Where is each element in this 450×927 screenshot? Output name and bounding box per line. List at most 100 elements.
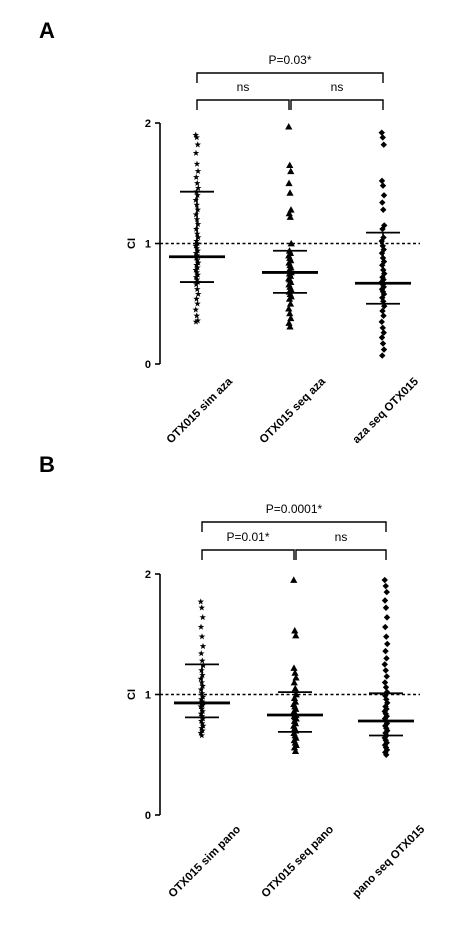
data-point — [199, 693, 207, 700]
panel-b: B 0 1 2 CI OTX015 sim pano OTX015 seq pano pano… — [39, 452, 428, 900]
data-point — [199, 720, 206, 727]
bracket-label: ns — [331, 80, 344, 94]
significance-bracket: P=0.01* — [201, 530, 295, 560]
data-point — [378, 129, 385, 136]
panel-letter: A — [39, 18, 55, 43]
data-point — [379, 340, 387, 347]
data-point — [192, 211, 200, 218]
significance-bracket: ns — [295, 530, 387, 560]
data-point — [195, 290, 202, 297]
data-point — [192, 318, 200, 325]
data-point — [287, 167, 295, 175]
data-point — [383, 655, 390, 662]
data-point — [192, 306, 199, 313]
data-point — [381, 597, 389, 604]
data-point — [380, 192, 388, 199]
data-point — [292, 674, 300, 681]
bracket-line — [196, 99, 290, 110]
data-point — [194, 300, 201, 307]
data-point — [291, 747, 300, 755]
data-point — [384, 640, 391, 648]
data-point — [378, 334, 386, 341]
data-point — [197, 686, 205, 693]
bracket-line — [201, 549, 295, 560]
y-tick-label: 2 — [145, 569, 151, 581]
data-point — [192, 266, 199, 273]
data-point — [380, 206, 387, 213]
data-point — [192, 196, 199, 203]
significance-bracket: ns — [196, 80, 290, 110]
data-point — [287, 314, 295, 322]
data-point — [380, 141, 387, 148]
data-point — [192, 242, 199, 249]
data-point — [197, 703, 204, 710]
significance-bracket: P=0.0001* — [201, 502, 387, 532]
data-point — [285, 123, 293, 130]
data-point — [292, 631, 300, 639]
data-point — [285, 319, 293, 326]
data-point — [199, 642, 207, 650]
category-label: OTX015 seq pano — [260, 824, 337, 901]
data-point — [197, 710, 205, 717]
data-point — [291, 684, 299, 692]
data-point — [199, 613, 206, 621]
data-point — [193, 295, 200, 302]
y-axis-title: CI — [126, 689, 138, 700]
bracket-line — [290, 99, 384, 110]
data-point — [379, 352, 386, 359]
data-point — [199, 727, 206, 734]
panel-a: A 0 1 2 CI OTX015 sim aza OTX015 seq aza aza se… — [39, 18, 421, 446]
data-point — [382, 604, 390, 611]
data-point — [382, 623, 389, 631]
data-point — [285, 304, 293, 312]
y-tick-label: 1 — [145, 239, 151, 251]
category-label: pano seq OTX015 — [351, 823, 428, 900]
bracket-label: P=0.0001* — [266, 502, 323, 516]
data-point — [383, 588, 390, 596]
data-point — [383, 720, 391, 727]
data-point — [383, 751, 390, 758]
series-2 — [358, 576, 414, 758]
data-point — [285, 209, 293, 217]
data-point — [291, 627, 299, 634]
data-point — [194, 220, 202, 227]
data-point — [383, 673, 390, 680]
data-point — [379, 199, 386, 206]
data-point — [383, 614, 391, 621]
data-point — [192, 273, 200, 280]
bracket-label: ns — [335, 530, 348, 544]
data-point — [194, 317, 201, 324]
data-point — [192, 149, 200, 156]
data-point — [379, 134, 386, 141]
data-point — [382, 647, 389, 655]
data-point — [379, 307, 386, 315]
data-point — [197, 623, 205, 630]
data-point — [198, 724, 205, 731]
data-point — [198, 604, 205, 611]
series-0 — [169, 131, 225, 325]
data-point — [382, 582, 389, 590]
data-point — [380, 329, 387, 336]
bracket-label: ns — [237, 80, 250, 94]
series-2 — [355, 129, 411, 359]
data-point — [382, 667, 389, 674]
significance-bracket: P=0.03* — [196, 53, 384, 83]
data-point — [380, 312, 387, 319]
data-point — [194, 167, 202, 174]
data-point — [287, 239, 295, 247]
category-label: OTX015 seq aza — [258, 375, 329, 446]
data-point — [382, 737, 389, 744]
data-point — [290, 664, 298, 671]
data-point — [286, 309, 294, 317]
data-point — [195, 259, 202, 266]
data-point — [290, 678, 298, 686]
category-label: OTX015 sim pano — [167, 824, 244, 901]
data-point — [286, 300, 295, 307]
data-point — [286, 189, 294, 196]
series-1 — [262, 123, 318, 330]
series-0 — [174, 598, 230, 739]
data-point — [192, 249, 200, 256]
data-point — [192, 131, 199, 138]
data-point — [379, 225, 386, 233]
